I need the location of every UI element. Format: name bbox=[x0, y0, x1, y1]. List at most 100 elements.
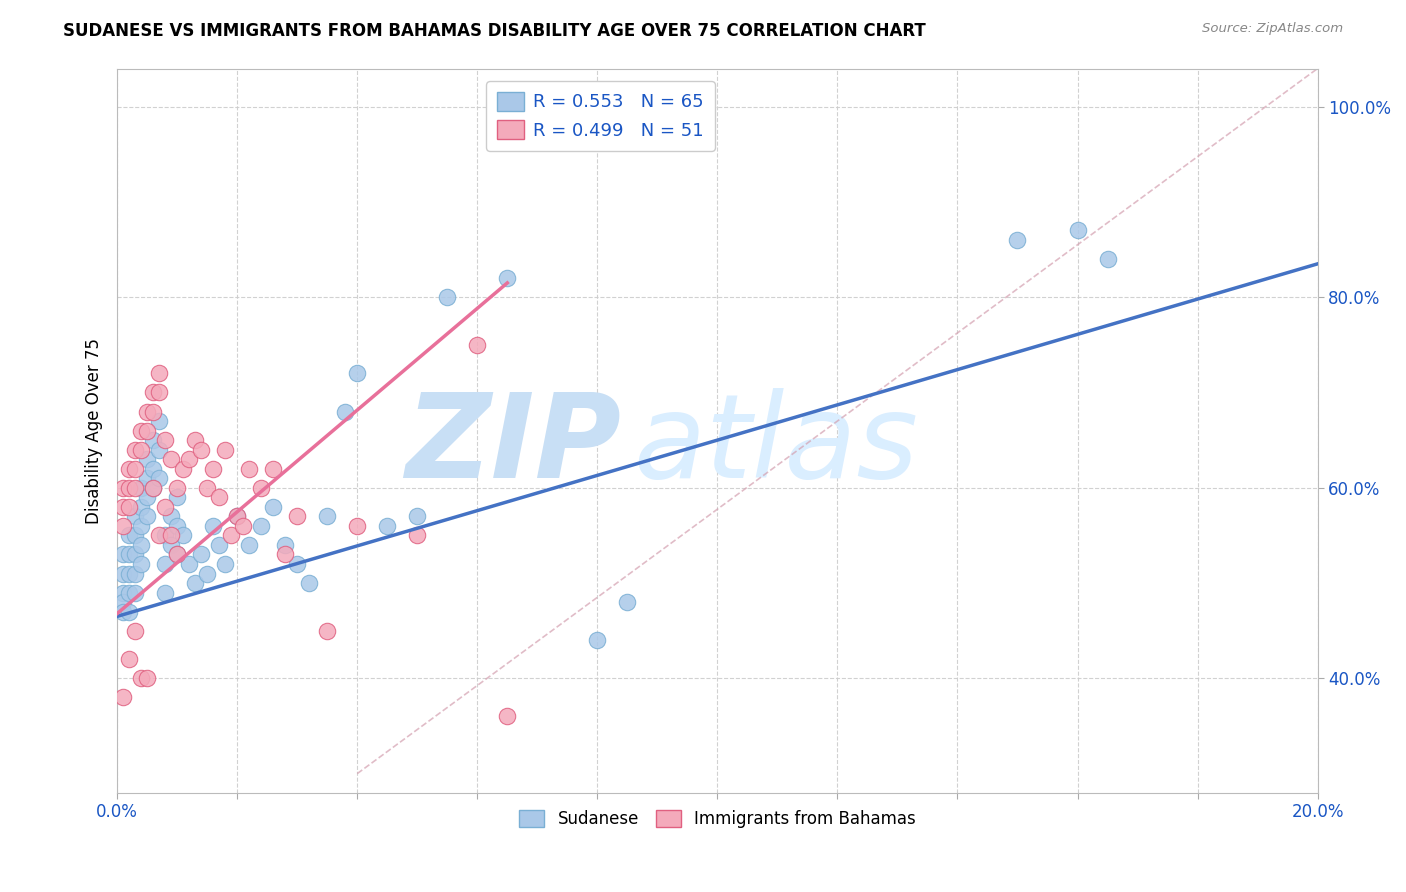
Point bbox=[166, 548, 188, 562]
Point bbox=[142, 481, 165, 495]
Point bbox=[208, 538, 231, 552]
Point bbox=[118, 461, 141, 475]
Point bbox=[335, 404, 357, 418]
Text: atlas: atlas bbox=[633, 388, 918, 502]
Point bbox=[214, 442, 236, 457]
Point bbox=[124, 585, 146, 599]
Point bbox=[129, 538, 152, 552]
Point bbox=[148, 442, 170, 457]
Point bbox=[406, 509, 429, 524]
Point bbox=[184, 433, 207, 447]
Point bbox=[226, 509, 249, 524]
Point bbox=[112, 690, 135, 705]
Point bbox=[118, 585, 141, 599]
Point bbox=[160, 538, 183, 552]
Point bbox=[112, 595, 135, 609]
Point bbox=[153, 585, 176, 599]
Point bbox=[262, 500, 284, 514]
Point bbox=[375, 519, 398, 533]
Y-axis label: Disability Age Over 75: Disability Age Over 75 bbox=[86, 337, 103, 524]
Point bbox=[1007, 233, 1029, 247]
Point bbox=[166, 481, 188, 495]
Point bbox=[436, 290, 458, 304]
Point bbox=[298, 576, 321, 591]
Point bbox=[274, 538, 297, 552]
Point bbox=[195, 481, 218, 495]
Point bbox=[160, 528, 183, 542]
Point bbox=[142, 461, 165, 475]
Point bbox=[129, 424, 152, 438]
Point bbox=[166, 548, 188, 562]
Point bbox=[124, 548, 146, 562]
Point bbox=[112, 566, 135, 581]
Point bbox=[226, 509, 249, 524]
Point bbox=[262, 461, 284, 475]
Text: Source: ZipAtlas.com: Source: ZipAtlas.com bbox=[1202, 22, 1343, 36]
Point bbox=[250, 519, 273, 533]
Point bbox=[238, 538, 260, 552]
Point bbox=[118, 528, 141, 542]
Point bbox=[153, 433, 176, 447]
Point bbox=[118, 566, 141, 581]
Point bbox=[112, 519, 135, 533]
Point bbox=[118, 481, 141, 495]
Point bbox=[136, 424, 159, 438]
Point bbox=[129, 500, 152, 514]
Point bbox=[136, 671, 159, 685]
Point bbox=[153, 557, 176, 571]
Point bbox=[124, 528, 146, 542]
Point bbox=[136, 404, 159, 418]
Point bbox=[172, 528, 194, 542]
Point bbox=[112, 500, 135, 514]
Point bbox=[153, 500, 176, 514]
Point bbox=[124, 624, 146, 638]
Point bbox=[112, 548, 135, 562]
Point bbox=[586, 633, 609, 648]
Point bbox=[136, 471, 159, 485]
Point bbox=[190, 442, 212, 457]
Point bbox=[219, 528, 242, 542]
Point bbox=[129, 519, 152, 533]
Point bbox=[129, 671, 152, 685]
Point bbox=[124, 509, 146, 524]
Point bbox=[136, 452, 159, 467]
Point bbox=[142, 385, 165, 400]
Point bbox=[160, 509, 183, 524]
Text: ZIP: ZIP bbox=[405, 387, 621, 502]
Point bbox=[142, 433, 165, 447]
Point bbox=[316, 624, 339, 638]
Point bbox=[124, 566, 146, 581]
Point bbox=[346, 519, 368, 533]
Point bbox=[172, 461, 194, 475]
Point bbox=[285, 509, 308, 524]
Point bbox=[153, 528, 176, 542]
Point bbox=[118, 652, 141, 666]
Point bbox=[496, 271, 519, 285]
Point bbox=[214, 557, 236, 571]
Point bbox=[118, 548, 141, 562]
Point bbox=[208, 490, 231, 504]
Legend: Sudanese, Immigrants from Bahamas: Sudanese, Immigrants from Bahamas bbox=[513, 804, 922, 835]
Point bbox=[465, 338, 488, 352]
Point bbox=[179, 557, 201, 571]
Text: SUDANESE VS IMMIGRANTS FROM BAHAMAS DISABILITY AGE OVER 75 CORRELATION CHART: SUDANESE VS IMMIGRANTS FROM BAHAMAS DISA… bbox=[63, 22, 927, 40]
Point bbox=[129, 557, 152, 571]
Point bbox=[160, 452, 183, 467]
Point bbox=[148, 414, 170, 428]
Point bbox=[1097, 252, 1119, 266]
Point bbox=[250, 481, 273, 495]
Point bbox=[316, 509, 339, 524]
Point bbox=[238, 461, 260, 475]
Point bbox=[148, 367, 170, 381]
Point bbox=[346, 367, 368, 381]
Point bbox=[142, 481, 165, 495]
Point bbox=[124, 442, 146, 457]
Point bbox=[142, 404, 165, 418]
Point bbox=[1066, 223, 1088, 237]
Point bbox=[496, 709, 519, 723]
Point bbox=[616, 595, 638, 609]
Point bbox=[195, 566, 218, 581]
Point bbox=[124, 481, 146, 495]
Point bbox=[285, 557, 308, 571]
Point bbox=[179, 452, 201, 467]
